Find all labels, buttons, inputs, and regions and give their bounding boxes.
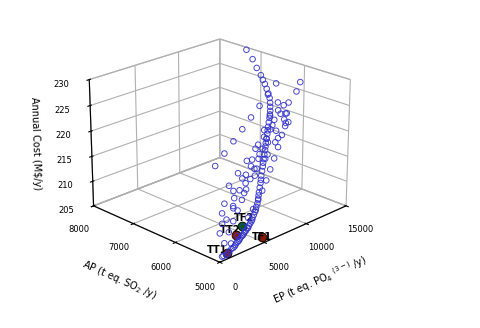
X-axis label: EP (t eq. PO$_4$ $^{(3-)}$ /y): EP (t eq. PO$_4$ $^{(3-)}$ /y) xyxy=(271,252,370,308)
Y-axis label: AP (t eq. SO$_2$ /y): AP (t eq. SO$_2$ /y) xyxy=(80,257,159,303)
